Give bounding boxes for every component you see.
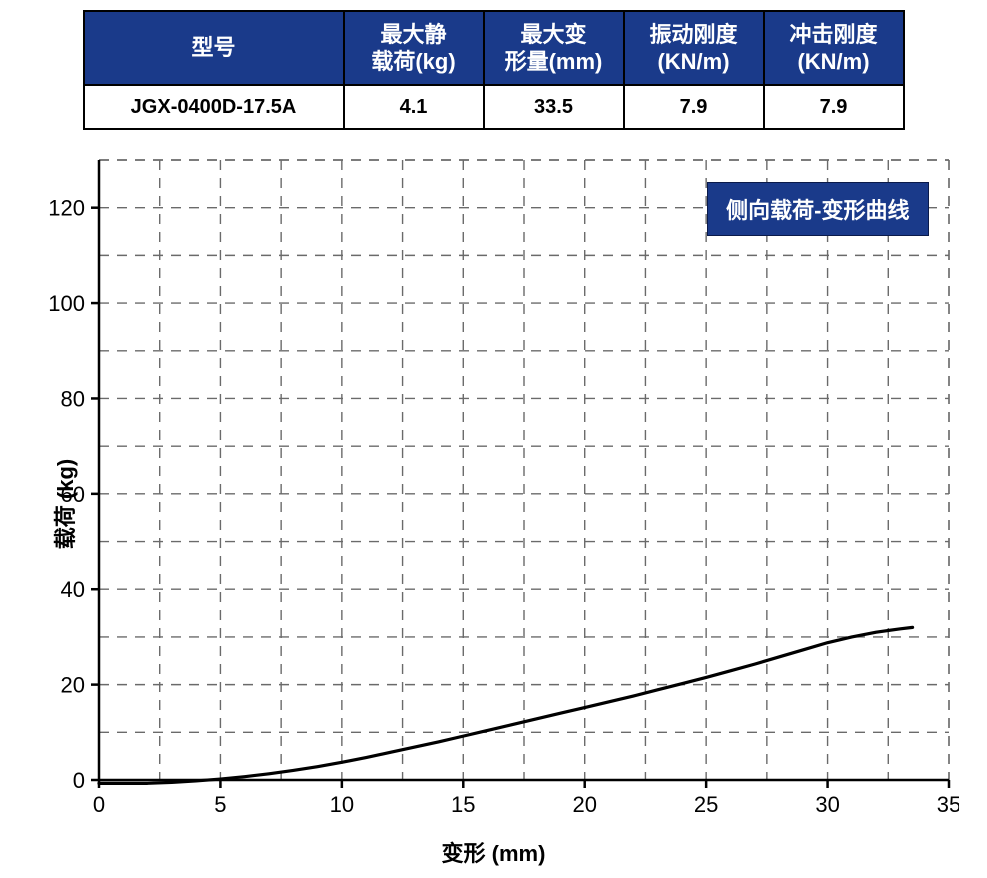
table-header-cell: 冲击刚度(KN/m): [764, 11, 904, 85]
svg-text:100: 100: [48, 291, 85, 316]
table-header-cell: 型号: [84, 11, 344, 85]
table-cell: 7.9: [764, 85, 904, 129]
table-header-row: 型号最大静载荷(kg)最大变形量(mm)振动刚度(KN/m)冲击刚度(KN/m): [84, 11, 904, 85]
svg-text:0: 0: [72, 768, 84, 793]
svg-text:40: 40: [60, 577, 84, 602]
svg-text:20: 20: [572, 792, 596, 817]
table-cell: 7.9: [624, 85, 764, 129]
svg-text:0: 0: [92, 792, 104, 817]
table-cell: JGX-0400D-17.5A: [84, 85, 344, 129]
chart-legend: 侧向载荷-变形曲线: [707, 182, 928, 236]
table-body: JGX-0400D-17.5A4.133.57.97.9: [84, 85, 904, 129]
svg-text:15: 15: [451, 792, 475, 817]
svg-text:80: 80: [60, 386, 84, 411]
table-header-cell: 最大静载荷(kg): [344, 11, 484, 85]
table-cell: 4.1: [344, 85, 484, 129]
svg-text:30: 30: [815, 792, 839, 817]
table-row: JGX-0400D-17.5A4.133.57.97.9: [84, 85, 904, 129]
table-cell: 33.5: [484, 85, 624, 129]
y-axis-label: 载荷 (kg): [48, 459, 80, 549]
svg-text:25: 25: [693, 792, 717, 817]
svg-text:120: 120: [48, 196, 85, 221]
table-header-cell: 振动刚度(KN/m): [624, 11, 764, 85]
svg-text:20: 20: [60, 673, 84, 698]
spec-table: 型号最大静载荷(kg)最大变形量(mm)振动刚度(KN/m)冲击刚度(KN/m)…: [83, 10, 905, 130]
load-deformation-chart: 05101520253035020406080100120: [29, 140, 959, 830]
svg-text:10: 10: [329, 792, 353, 817]
table-header-cell: 最大变形量(mm): [484, 11, 624, 85]
svg-text:5: 5: [214, 792, 226, 817]
chart-container: 载荷 (kg) 05101520253035020406080100120 侧向…: [29, 140, 959, 868]
x-axis-label: 变形 (mm): [29, 836, 959, 868]
svg-text:35: 35: [936, 792, 958, 817]
